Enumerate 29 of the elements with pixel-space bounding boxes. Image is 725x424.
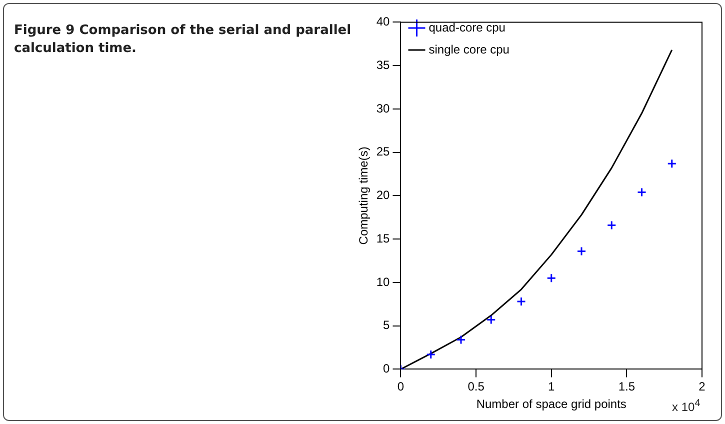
y-tick-label: 15 (376, 231, 390, 246)
text: Figure 9 Comparison of the serial and parallel calculation time. (14, 22, 352, 58)
legend-label: single core cpu (428, 42, 510, 56)
point (546, 273, 556, 283)
x-tick-label: 1 (548, 380, 556, 394)
y-tick-label: 5 (383, 318, 390, 332)
point (667, 158, 677, 168)
point (426, 350, 436, 360)
point (486, 315, 496, 325)
y-tick-label: 20 (376, 188, 390, 202)
point (516, 296, 526, 306)
x-axis-title: Number of space grid points (476, 397, 626, 412)
y-tick-label: 25 (376, 144, 390, 159)
x-tick-label: 0 (397, 380, 404, 394)
y-tick-label: 0 (383, 362, 390, 376)
point (456, 334, 466, 344)
y-tick-label: 10 (376, 274, 390, 289)
x-tick-label: 2 (698, 380, 706, 394)
y-tick-label: 30 (376, 101, 390, 116)
y-axis-title: Computing time(s) (356, 146, 371, 245)
point (606, 220, 616, 230)
point (637, 187, 646, 197)
x-tick-label: 0.5 (468, 380, 485, 394)
text: x 10$^{4}$ (672, 398, 700, 414)
y-tick-label: 40 (376, 14, 390, 29)
point (576, 246, 586, 256)
legend-label: quad-core cpu (428, 20, 506, 34)
y-tick-label: 35 (376, 58, 390, 72)
x-tick-label: 1.5 (618, 380, 636, 394)
